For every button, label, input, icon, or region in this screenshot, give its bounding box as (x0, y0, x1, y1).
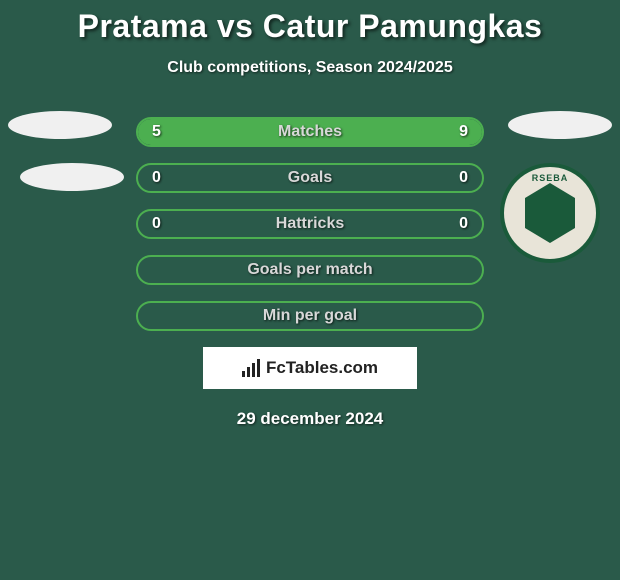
stat-bars: 5 Matches 9 0 Goals 0 0 Hattricks 0 Goals per mat… (136, 117, 484, 331)
stat-label: Min per goal (263, 307, 357, 325)
placeholder-ellipse-icon (8, 111, 112, 139)
brand-watermark: FcTables.com (203, 347, 417, 389)
stat-row: 5 Matches 9 (136, 117, 484, 147)
stat-row: Goals per match (136, 255, 484, 285)
brand-text: FcTables.com (266, 358, 378, 378)
comparison-content: RSEBA 5 Matches 9 0 Goals 0 0 Hattricks 0 Goals p… (0, 117, 620, 429)
stat-value-right: 0 (459, 169, 468, 187)
club-badge-text: RSEBA (532, 173, 569, 183)
stat-row: 0 Goals 0 (136, 163, 484, 193)
right-owner-logo: RSEBA (500, 163, 600, 263)
right-team-logo (508, 111, 612, 139)
page-subtitle: Club competitions, Season 2024/2025 (0, 59, 620, 77)
bar-chart-icon (242, 359, 260, 377)
left-owner-logo (20, 163, 124, 191)
stat-value-left: 0 (152, 169, 161, 187)
page-title: Pratama vs Catur Pamungkas (0, 0, 620, 45)
stat-value-left: 5 (152, 123, 161, 141)
snapshot-date: 29 december 2024 (0, 409, 620, 429)
stat-row: Min per goal (136, 301, 484, 331)
stat-label: Matches (278, 123, 342, 141)
stat-value-right: 0 (459, 215, 468, 233)
stat-value-left: 0 (152, 215, 161, 233)
stat-label: Goals per match (247, 261, 372, 279)
stat-row: 0 Hattricks 0 (136, 209, 484, 239)
club-badge-icon: RSEBA (500, 163, 600, 263)
stat-value-right: 9 (459, 123, 468, 141)
placeholder-ellipse-icon (20, 163, 124, 191)
placeholder-ellipse-icon (508, 111, 612, 139)
stat-label: Hattricks (276, 215, 344, 233)
left-team-logo (8, 111, 112, 139)
stat-label: Goals (288, 169, 332, 187)
club-badge-shield-icon (525, 183, 575, 243)
